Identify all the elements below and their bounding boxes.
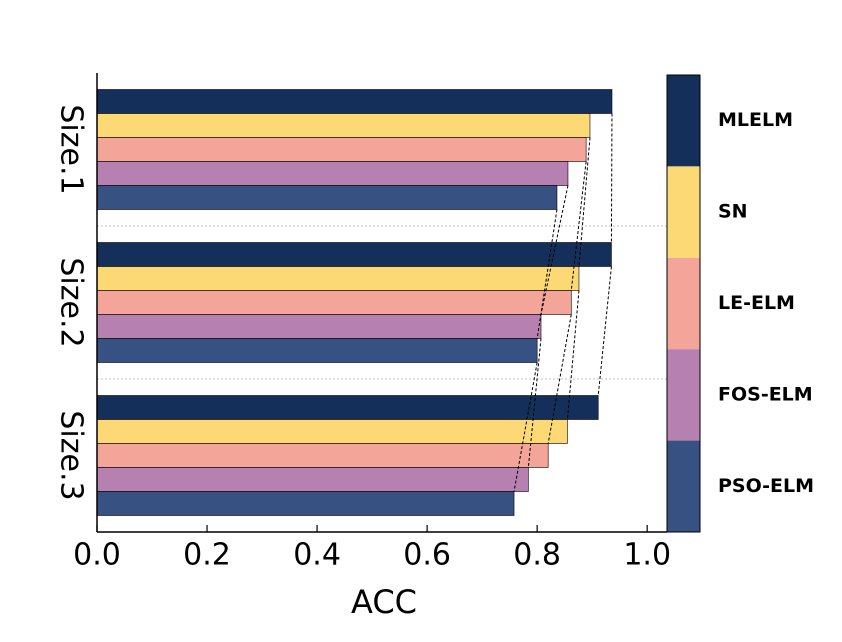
connector-line: [540, 185, 569, 315]
x-tick-label: 0.0: [73, 538, 121, 573]
bar: [96, 419, 568, 444]
bar: [96, 89, 613, 114]
bar: [96, 443, 549, 468]
bar: [96, 242, 612, 267]
bar: [96, 338, 538, 363]
legend-swatch: [667, 440, 700, 532]
legend-swatch: [667, 166, 700, 258]
bar: [96, 266, 580, 291]
bar: [96, 290, 572, 315]
bar: [96, 395, 599, 420]
connector-line: [597, 266, 612, 396]
y-tick-label: Size.2: [54, 257, 89, 347]
connector-line: [570, 161, 587, 291]
connector-line: [547, 314, 572, 444]
legend-swatch: [667, 75, 700, 167]
y-tick-label: Size.3: [54, 410, 89, 500]
connector-line: [610, 113, 613, 243]
legend-label: MLELM: [718, 109, 793, 131]
bar: [96, 185, 558, 210]
y-tick-label: Size.1: [54, 104, 89, 194]
x-axis-label: ACC: [351, 583, 417, 621]
connector-line: [513, 362, 538, 492]
x-tick-label: 0.6: [403, 538, 451, 573]
x-tick-label: 0.2: [183, 538, 231, 573]
bar: [96, 137, 587, 162]
legend-label: LE-ELM: [718, 292, 795, 314]
bar: [96, 113, 591, 138]
legend-swatch: [667, 349, 700, 441]
legend-label: FOS-ELM: [718, 383, 813, 405]
bar: [96, 161, 569, 186]
x-tick-label: 0.4: [293, 538, 341, 573]
connector-line: [566, 290, 580, 420]
legend-label: SN: [718, 201, 748, 223]
x-tick-label: 1.0: [623, 538, 671, 573]
bar: [96, 467, 529, 492]
legend-swatch: [667, 257, 700, 350]
legend-label: PSO-ELM: [718, 475, 814, 497]
connector-line: [578, 137, 591, 267]
bar: [96, 491, 515, 516]
legend-frame: [666, 74, 701, 533]
connector-line: [527, 338, 542, 468]
bar: [96, 314, 542, 339]
x-tick-label: 0.8: [513, 538, 561, 573]
connector-line: [536, 209, 558, 339]
